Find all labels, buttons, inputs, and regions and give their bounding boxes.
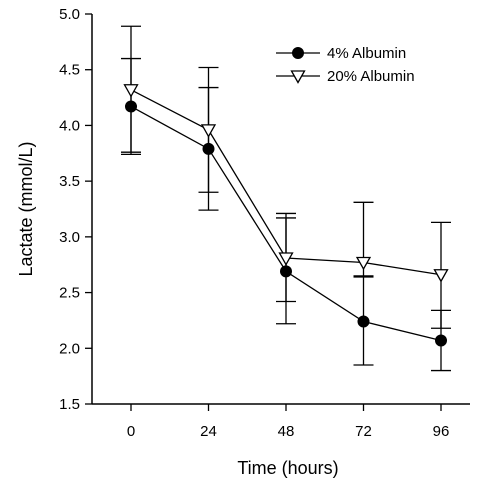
x-tick-label: 72 xyxy=(355,423,372,440)
data-point xyxy=(355,256,372,271)
x-tick-label: 0 xyxy=(127,423,135,440)
y-tick-label: 4.0 xyxy=(59,117,80,134)
y-tick-label: 2.0 xyxy=(59,340,80,357)
data-point xyxy=(123,84,139,98)
legend-label: 20% Albumin xyxy=(327,68,415,85)
x-axis-title: Time (hours) xyxy=(237,458,338,478)
x-tick-label: 24 xyxy=(200,423,217,440)
data-point xyxy=(433,269,449,283)
data-point xyxy=(278,252,294,266)
x-ticks: 0 24 48 72 96 xyxy=(127,404,450,440)
y-tick-label: 3.0 xyxy=(59,229,80,246)
plot-area xyxy=(121,25,451,372)
y-tick-label: 5.0 xyxy=(59,6,80,23)
y-tick-label: 1.5 xyxy=(59,396,80,413)
series-albumin-20pct xyxy=(121,25,451,329)
legend-marker xyxy=(290,70,306,84)
x-tick-label: 96 xyxy=(433,423,450,440)
y-tick-label: 4.5 xyxy=(59,62,80,79)
data-point xyxy=(435,334,447,347)
data-point xyxy=(200,124,217,138)
legend-marker xyxy=(292,47,304,59)
y-ticks: 1.5 2.0 2.5 3.0 3.5 4.0 4.5 5.0 xyxy=(59,6,92,413)
y-tick-label: 2.5 xyxy=(59,285,80,302)
x-tick-label: 48 xyxy=(278,423,295,440)
data-point xyxy=(357,315,370,328)
axes xyxy=(91,14,470,405)
legend-label: 4% Albumin xyxy=(327,45,406,62)
legend: 4% Albumin 20% Albumin xyxy=(276,45,415,85)
y-tick-label: 3.5 xyxy=(59,173,80,190)
y-axis-title: Lactate (mmol/L) xyxy=(16,141,36,276)
